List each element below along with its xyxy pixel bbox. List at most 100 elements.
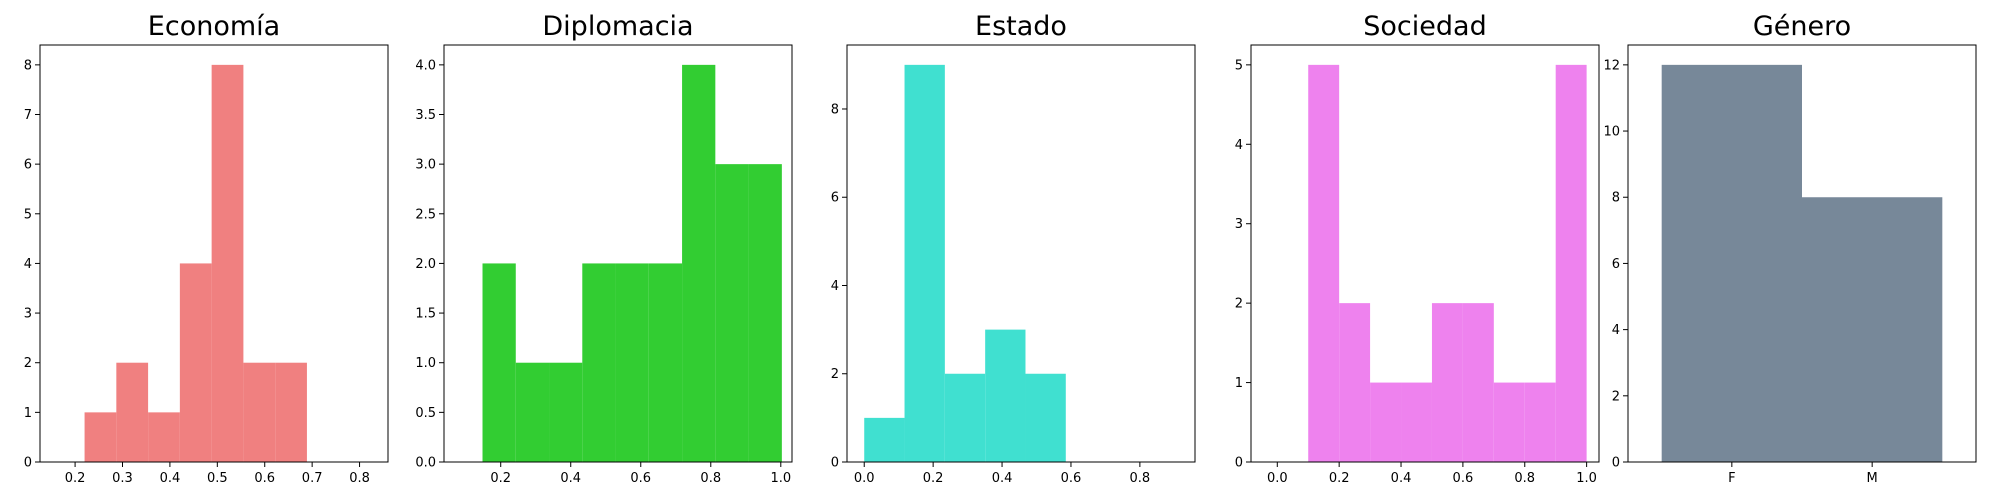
- x-tick-label: 0.6: [1061, 471, 1082, 486]
- histogram-bar: [1308, 64, 1340, 463]
- histogram-bar: [179, 263, 212, 462]
- y-tick-label: 0.5: [415, 406, 436, 421]
- y-tick-label: 2: [1612, 389, 1620, 404]
- y-tick-label: 6: [24, 158, 32, 173]
- y-tick-label: 3.0: [415, 158, 436, 173]
- histogram-bar: [648, 263, 683, 462]
- axes-frame: [1250, 44, 1600, 463]
- subplot-3: 0.0 0.2 0.4 0.6 0.8 0 2 4 6 8 Estado: [831, 11, 1196, 486]
- histogram-bar: [748, 164, 782, 462]
- x-tick-label: 0.4: [160, 471, 181, 486]
- x-tick-label: 0.5: [207, 471, 228, 486]
- histogram-bar: [1661, 64, 1802, 463]
- axes-frame: [846, 44, 1196, 463]
- x-tick-label: 0.8: [349, 471, 370, 486]
- x-tick-label: 0.6: [254, 471, 275, 486]
- y-tick-label: 8: [831, 102, 839, 117]
- y-tick-label: 12: [1603, 58, 1620, 73]
- y-tick-label: 4: [24, 257, 32, 272]
- subplot-title: Estado: [975, 11, 1067, 42]
- y-tick-label: 7: [24, 108, 32, 123]
- histogram-bar: [1555, 64, 1587, 463]
- histogram-bar: [211, 64, 244, 463]
- histogram-bar: [148, 412, 180, 462]
- histogram-bar: [944, 373, 986, 462]
- subplot-2: 0.2 0.4 0.6 0.8 1.0 0.0 0.5 1.0 1.5 2.0 2.5 3.0 3.5 4…: [415, 11, 793, 486]
- y-tick-label: 3: [24, 307, 32, 322]
- histogram-bar: [1524, 382, 1556, 462]
- histogram-bar: [482, 263, 516, 462]
- histogram-bar: [1401, 382, 1432, 462]
- x-tick-label: 0.2: [65, 471, 86, 486]
- x-tick-label: 0.4: [1391, 471, 1412, 486]
- histogram-bar: [985, 329, 1026, 462]
- y-tick-label: 4: [831, 279, 839, 294]
- x-tick-label: 0.3: [112, 471, 133, 486]
- y-tick-label: 4.0: [415, 58, 436, 73]
- x-tick-label: 0.2: [1329, 471, 1350, 486]
- histogram-bar: [1025, 373, 1066, 462]
- subplot-5: F M 0 2 4 6 8 10 12 Género: [1603, 11, 1977, 486]
- y-tick-label: 6: [831, 191, 839, 206]
- histogram-bar: [84, 412, 117, 462]
- x-tick-label: M: [1867, 471, 1878, 486]
- subplot-1: 0.2 0.3 0.4 0.5 0.6 0.7 0.8 0 1 2 3 4 5 6 7 8 Economía: [24, 11, 389, 486]
- y-tick-label: 3.5: [415, 108, 436, 123]
- histogram-bar: [1431, 303, 1463, 462]
- histogram-bar: [682, 64, 716, 463]
- x-tick-label: 0.0: [1267, 471, 1288, 486]
- histogram-bar: [116, 362, 149, 462]
- histogram-bar: [1370, 382, 1402, 462]
- histogram-bar: [1339, 303, 1371, 462]
- y-tick-label: 1.0: [415, 356, 436, 371]
- histogram-bar: [582, 263, 616, 462]
- y-tick-label: 2: [24, 356, 32, 371]
- y-tick-label: 4: [1612, 323, 1620, 338]
- y-tick-label: 2: [1235, 297, 1243, 312]
- y-tick-label: 1.5: [415, 307, 436, 322]
- x-tick-label: 1.0: [1576, 471, 1597, 486]
- y-tick-label: 2.5: [415, 207, 436, 222]
- y-tick-label: 3: [1235, 217, 1243, 232]
- histogram-bar: [715, 164, 749, 462]
- histogram-bar: [243, 362, 276, 462]
- histogram-bar: [275, 362, 307, 462]
- y-tick-label: 5: [1235, 58, 1243, 73]
- y-tick-label: 8: [24, 58, 32, 73]
- axes-frame: [443, 44, 793, 463]
- x-tick-label: 0.6: [1453, 471, 1474, 486]
- subplot-4: 0.0 0.2 0.4 0.6 0.8 1.0 0 1 2 3 4 5 Sociedad: [1235, 11, 1600, 486]
- x-tick-label: 0.2: [923, 471, 944, 486]
- x-tick-label: 0.8: [1130, 471, 1151, 486]
- subplot-title: Sociedad: [1363, 11, 1486, 42]
- x-tick-label: 0.6: [630, 471, 651, 486]
- x-tick-label: F: [1728, 471, 1735, 486]
- y-tick-label: 0: [24, 456, 32, 471]
- subplot-title: Economía: [148, 11, 280, 42]
- x-tick-label: 0.8: [1514, 471, 1535, 486]
- y-tick-label: 0.0: [415, 456, 436, 471]
- histogram-bar: [864, 417, 905, 462]
- y-tick-label: 1: [24, 406, 32, 421]
- x-tick-label: 1.0: [770, 471, 791, 486]
- x-tick-label: 0.0: [854, 471, 875, 486]
- y-tick-label: 2: [831, 367, 839, 382]
- histogram-bar: [1462, 303, 1494, 462]
- y-tick-label: 10: [1603, 125, 1620, 140]
- y-tick-label: 5: [24, 207, 32, 222]
- x-tick-label: 0.4: [992, 471, 1013, 486]
- y-tick-label: 4: [1235, 138, 1243, 153]
- histogram-bar: [549, 362, 583, 462]
- x-tick-label: 0.4: [560, 471, 581, 486]
- y-tick-label: 8: [1612, 191, 1620, 206]
- x-tick-label: 0.7: [302, 471, 323, 486]
- axes-frame: [39, 44, 389, 463]
- histogram-bar: [904, 64, 945, 463]
- x-tick-label: 0.8: [700, 471, 721, 486]
- y-tick-label: 0: [831, 456, 839, 471]
- x-tick-label: 0.2: [490, 471, 511, 486]
- histogram-bar: [1493, 382, 1525, 462]
- y-tick-label: 6: [1612, 257, 1620, 272]
- y-tick-label: 0: [1235, 456, 1243, 471]
